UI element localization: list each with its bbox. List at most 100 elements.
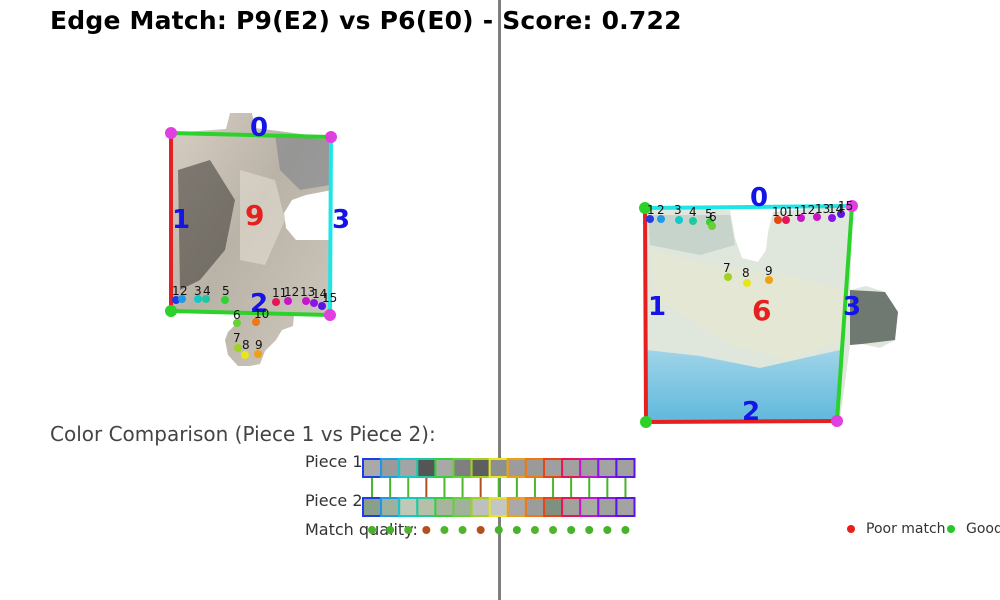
point-label: 8 bbox=[742, 266, 750, 280]
point-label: 8 bbox=[242, 338, 250, 352]
left-corner-marker bbox=[325, 131, 337, 143]
point-label: 7 bbox=[723, 261, 731, 275]
point-label: 4 bbox=[689, 205, 697, 219]
sample-point bbox=[675, 216, 683, 224]
point-label: 10 bbox=[254, 307, 269, 321]
match-quality-dot bbox=[549, 526, 558, 534]
right-edge-label: 3 bbox=[843, 292, 861, 322]
match-quality-dot bbox=[368, 526, 377, 534]
piece1-swatch bbox=[579, 458, 600, 478]
sample-point bbox=[241, 351, 249, 359]
piece2-swatch bbox=[597, 497, 618, 517]
legend-good-label: Good bbox=[966, 521, 1000, 537]
sample-point bbox=[194, 295, 202, 303]
sample-point bbox=[743, 279, 751, 287]
sample-point bbox=[272, 298, 280, 306]
right-corner-marker bbox=[846, 200, 858, 212]
point-label: 11 bbox=[786, 205, 801, 219]
point-label: 3 bbox=[674, 203, 682, 217]
point-label: 1 bbox=[647, 203, 655, 217]
point-label: 2 bbox=[180, 284, 188, 298]
left-edge-2 bbox=[170, 309, 331, 317]
sample-point bbox=[828, 214, 836, 222]
right-point-labels: 1 2 3 4 5 6 7 8 9 10 11 12 13 14 15 bbox=[647, 199, 853, 280]
point-label: 10 bbox=[772, 205, 787, 219]
piece1-swatch bbox=[524, 458, 546, 478]
left-edge-label: 1 bbox=[172, 205, 190, 235]
piece1-swatch bbox=[452, 458, 473, 478]
piece1-swatch bbox=[597, 458, 618, 478]
match-quality-dot bbox=[567, 526, 576, 534]
legend-good-dot bbox=[947, 525, 955, 533]
point-label: 2 bbox=[657, 203, 665, 217]
piece1-swatch bbox=[470, 458, 491, 478]
piece1-swatch bbox=[488, 458, 509, 478]
left-corner-marker bbox=[324, 309, 336, 321]
piece2-swatch bbox=[452, 497, 473, 517]
point-label: 11 bbox=[272, 286, 287, 300]
sample-point bbox=[234, 344, 242, 352]
sample-point bbox=[310, 299, 318, 307]
point-label: 6 bbox=[709, 210, 717, 224]
piece2-swatch bbox=[506, 497, 527, 517]
match-quality-dot bbox=[386, 526, 395, 534]
piece1-swatch bbox=[362, 458, 383, 478]
piece1-swatch bbox=[561, 458, 582, 478]
sample-point bbox=[254, 350, 262, 358]
right-edge-label: 2 bbox=[742, 397, 760, 427]
left-piece-shading bbox=[240, 170, 285, 265]
point-label: 5 bbox=[705, 207, 713, 221]
sample-point bbox=[202, 295, 210, 303]
sample-point bbox=[657, 215, 665, 223]
match-quality-dot bbox=[440, 526, 449, 534]
point-label: 4 bbox=[203, 284, 211, 298]
sample-point bbox=[813, 213, 821, 221]
piece2-swatch bbox=[416, 497, 437, 517]
right-piece-id-label: 6 bbox=[752, 294, 771, 327]
left-piece-view: 0 1 2 3 9 1 2 3 4 5 6 bbox=[165, 113, 350, 366]
legend-poor-label: Poor match bbox=[866, 521, 946, 537]
point-label: 3 bbox=[194, 284, 202, 298]
right-edge-1 bbox=[643, 207, 648, 423]
point-label: 13 bbox=[815, 202, 830, 216]
point-label: 13 bbox=[300, 285, 315, 299]
piece1-swatch bbox=[615, 458, 636, 478]
match-quality-dot bbox=[458, 526, 467, 534]
piece2-swatch bbox=[380, 497, 401, 517]
match-quality-dot bbox=[476, 526, 485, 534]
match-quality-dot bbox=[404, 526, 413, 534]
piece2-swatch bbox=[470, 497, 491, 517]
piece2-swatch bbox=[524, 497, 546, 517]
point-label: 15 bbox=[322, 291, 337, 305]
left-edge-label: 3 bbox=[332, 205, 350, 235]
match-quality-dot bbox=[603, 526, 612, 534]
sample-point bbox=[178, 295, 186, 303]
sample-point bbox=[302, 297, 310, 305]
point-label: 15 bbox=[838, 199, 853, 213]
piece1-swatch bbox=[434, 458, 455, 478]
right-sample-points bbox=[646, 210, 845, 287]
piece1-swatch bbox=[416, 458, 437, 478]
match-quality-dot bbox=[585, 526, 594, 534]
right-corner-marker bbox=[639, 202, 651, 214]
point-label: 1 bbox=[172, 284, 180, 298]
match-quality-dot bbox=[621, 526, 630, 534]
piece1-swatch bbox=[380, 458, 401, 478]
left-edge-3 bbox=[328, 136, 333, 316]
left-point-labels: 1 2 3 4 5 6 7 8 9 10 11 12 13 14 15 bbox=[172, 284, 337, 352]
piece2-swatch bbox=[615, 497, 636, 517]
right-piece-water bbox=[646, 350, 840, 422]
piece2-swatch bbox=[543, 497, 564, 517]
right-edge-label: 0 bbox=[750, 183, 768, 213]
sample-point bbox=[233, 319, 241, 327]
piece2-swatch bbox=[362, 497, 383, 517]
match-quality-dot bbox=[422, 526, 431, 534]
piece2-swatch bbox=[434, 497, 455, 517]
point-label: 5 bbox=[222, 284, 230, 298]
point-label: 14 bbox=[828, 202, 843, 216]
center-divider bbox=[498, 0, 501, 600]
left-edge-0 bbox=[170, 131, 332, 139]
sample-point bbox=[837, 210, 845, 218]
